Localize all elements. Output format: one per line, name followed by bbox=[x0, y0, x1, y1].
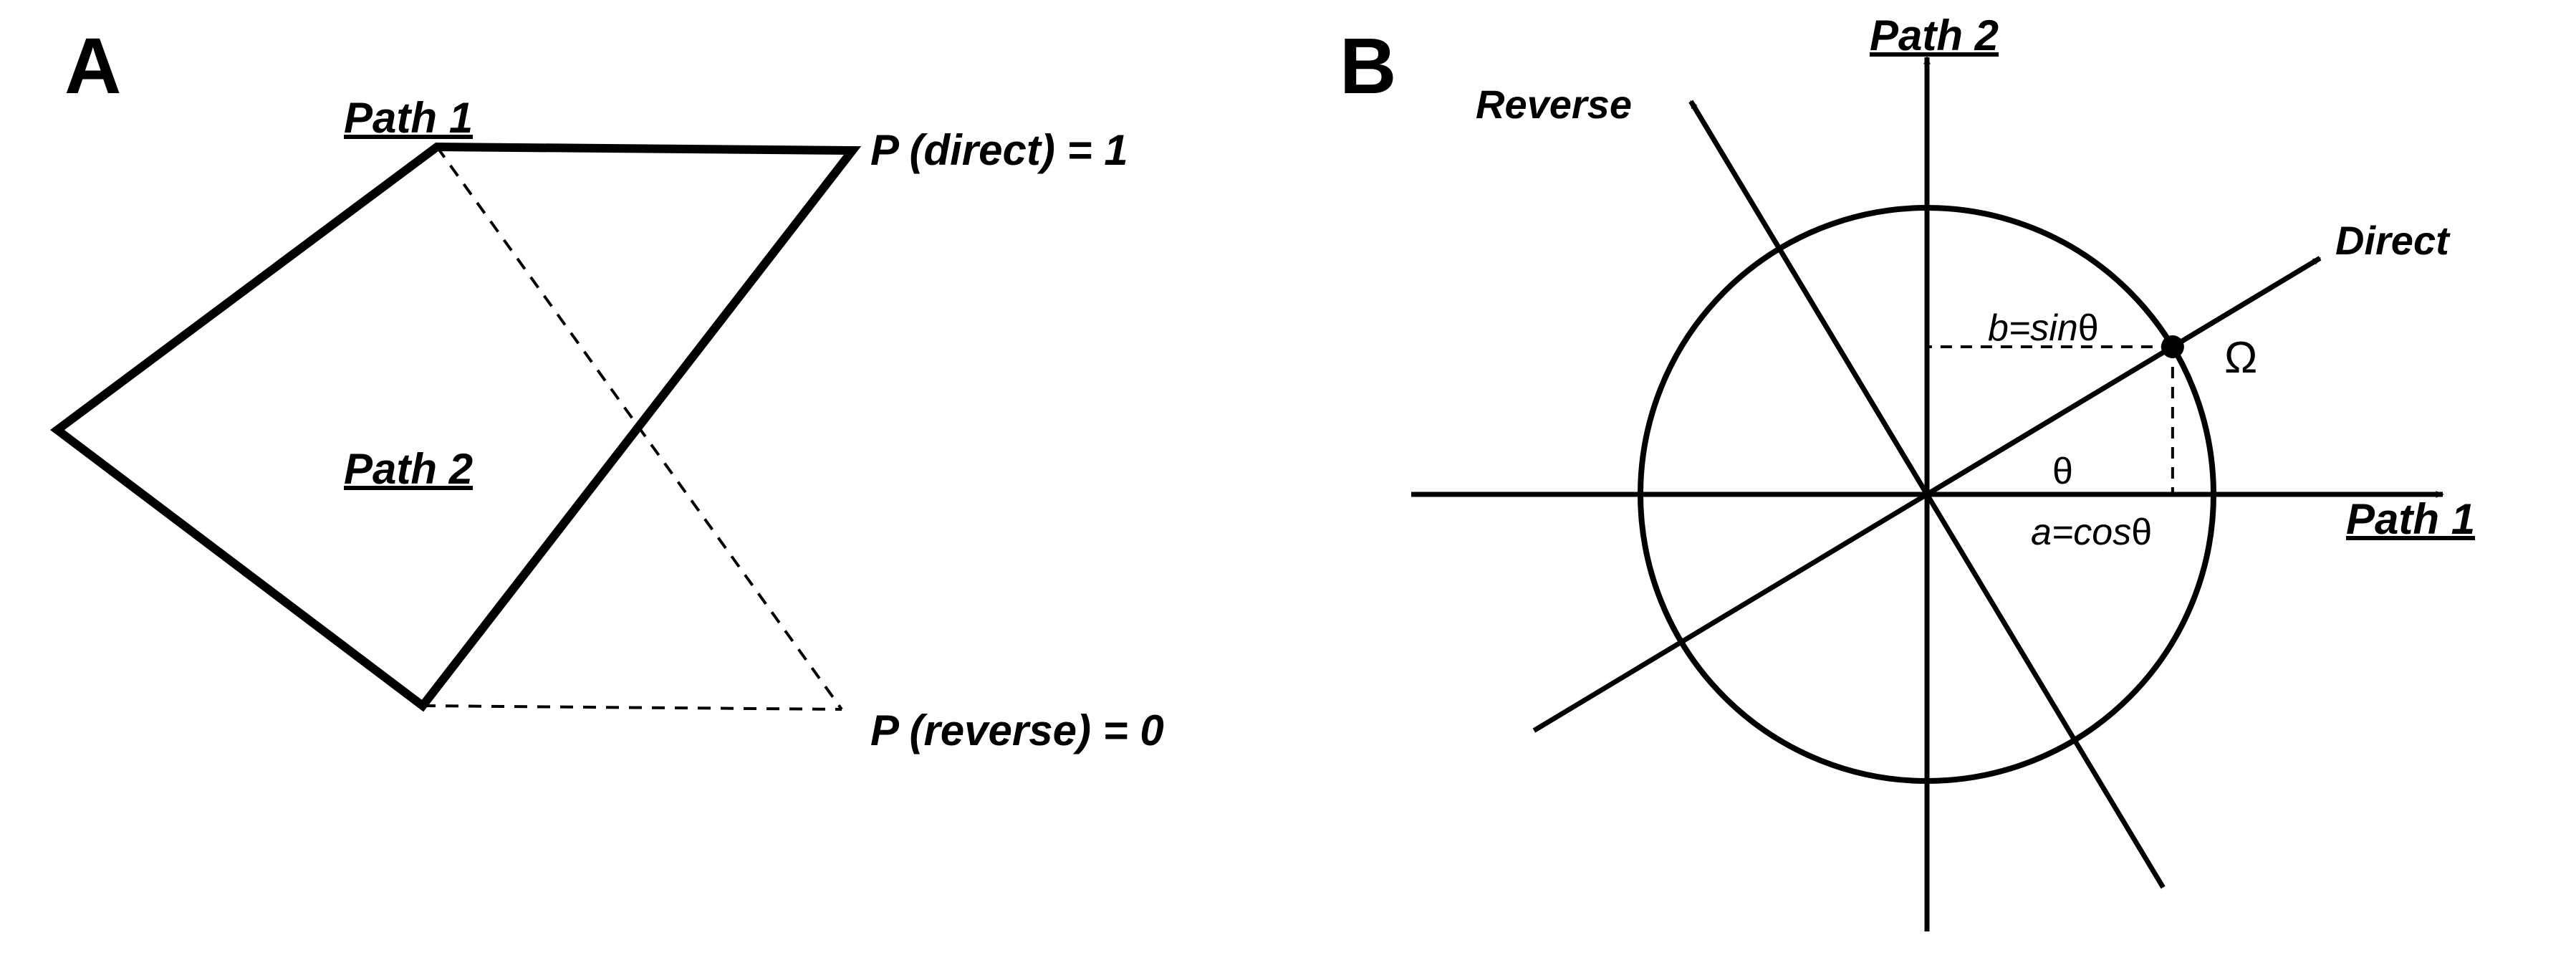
panel-a-p-direct-label: P (direct) = 1 bbox=[870, 126, 1128, 174]
panel-b: B Path 2 Path 1 Reverse Direct b=sinθ a=cosθ θ Ω bbox=[1340, 11, 2475, 931]
figure-container: A Path 1 Path 2 P (direct) = 1 P (reverse) =… bbox=[0, 0, 2576, 973]
panel-a-path2-label: Path 2 bbox=[344, 445, 473, 493]
panel-b-letter: B bbox=[1340, 22, 1396, 110]
panel-b-path2-label: Path 2 bbox=[1870, 11, 1999, 59]
figure-svg: A Path 1 Path 2 P (direct) = 1 P (reverse) =… bbox=[0, 0, 2576, 973]
panel-a-letter: A bbox=[64, 22, 121, 110]
panel-b-reverse-label: Reverse bbox=[1476, 82, 1632, 127]
panel-b-a-cos-label: a=cosθ bbox=[2031, 512, 2152, 553]
panel-a: A Path 1 Path 2 P (direct) = 1 P (reverse) =… bbox=[57, 22, 1164, 754]
panel-b-direct-label: Direct bbox=[2335, 218, 2451, 263]
panel-b-b-sin-label: b=sinθ bbox=[1988, 307, 2099, 349]
panel-a-dashed-top-br bbox=[437, 147, 842, 709]
panel-a-dashed-bottom-br bbox=[423, 706, 842, 709]
panel-b-theta-label: θ bbox=[2052, 451, 2073, 492]
panel-a-quadrilateral bbox=[57, 147, 852, 706]
panel-a-path1-label: Path 1 bbox=[344, 94, 473, 142]
panel-b-omega-label: Ω bbox=[2224, 333, 2257, 383]
panel-a-p-reverse-label: P (reverse) = 0 bbox=[870, 706, 1164, 754]
panel-b-reverse-arrow bbox=[1691, 101, 1927, 494]
panel-b-path1-label: Path 1 bbox=[2346, 495, 2475, 543]
panel-b-direct-arrow bbox=[1927, 258, 2320, 494]
panel-b-omega-point bbox=[2161, 335, 2184, 358]
